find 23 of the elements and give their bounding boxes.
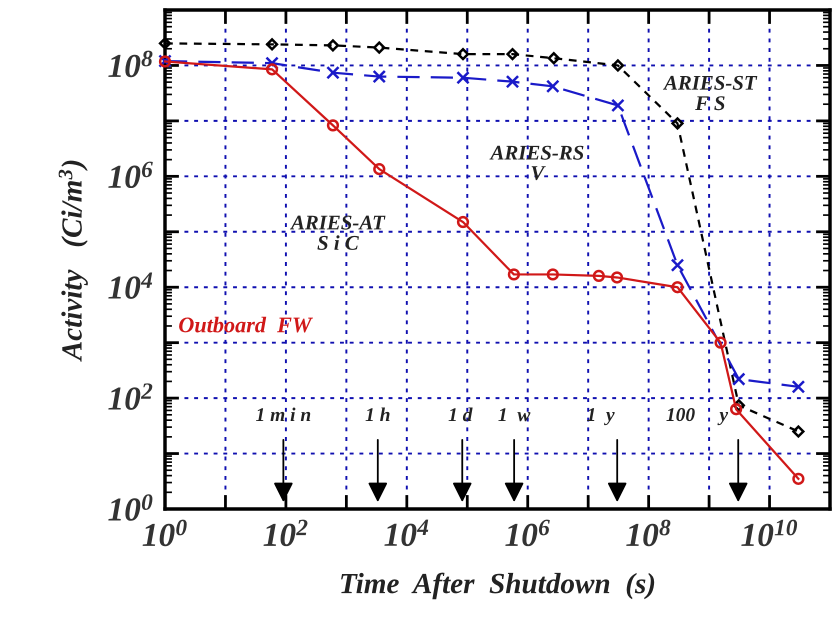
- y-tick-label: 10$^{8}$: [108, 50, 152, 78]
- series-label: ARIES-ST F S: [662, 76, 758, 110]
- x-tick-label: 10$^{4}$: [384, 520, 428, 546]
- annotation: 100 y: [666, 408, 728, 426]
- x-tick-label: 10$^{10}$: [741, 520, 798, 546]
- annotation: 1 h: [366, 408, 390, 422]
- text: ARIES-RS V: [489, 146, 584, 180]
- annotation: Outboard FW: [179, 316, 313, 333]
- annotation: 1 d: [448, 408, 473, 422]
- y-tick-label: 10$^{2}$: [108, 383, 152, 410]
- annotation: 1 w: [498, 408, 530, 422]
- y-tick-label: 10$^{0}$: [108, 494, 152, 521]
- x-axis-title: Time After Shutdown (s): [341, 572, 654, 600]
- x-tick-label: 10$^{8}$: [626, 520, 670, 546]
- x-tick-label: 10$^{2}$: [264, 520, 308, 546]
- y-tick-label: 10$^{6}$: [108, 162, 153, 188]
- y-axis-title: Activity (Ci/m$^{3}$): [58, 160, 88, 362]
- x-tick-label: 10$^{0}$: [142, 520, 187, 546]
- annotation: 1 m i n: [256, 408, 310, 422]
- x-tick-label: 10$^{6}$: [505, 520, 550, 546]
- y-tick-label: 10$^{4}$: [108, 272, 152, 299]
- series-label: ARIES-AT S i C: [290, 216, 386, 250]
- annotation: 1 y: [586, 408, 615, 426]
